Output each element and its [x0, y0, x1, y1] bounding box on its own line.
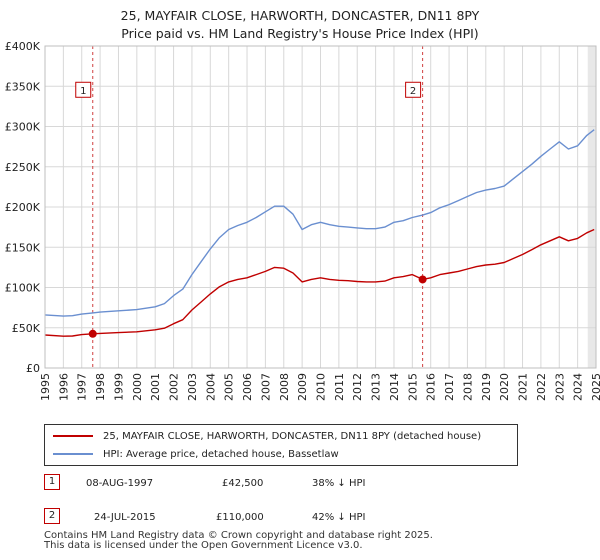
sale-hpi-diff: 38% ↓ HPI — [312, 478, 366, 489]
x-tick-label: 2010 — [315, 373, 328, 401]
x-tick-label: 2020 — [498, 373, 511, 401]
x-tick-label: 2009 — [296, 373, 309, 401]
legend-item-hpi: HPI: Average price, detached house, Bass… — [53, 446, 339, 462]
x-tick-label: 2007 — [259, 373, 272, 401]
x-tick-label: 2014 — [388, 373, 401, 401]
sale-point — [88, 329, 97, 338]
table-row: 1 08-AUG-1997 £42,500 38% ↓ HPI — [44, 474, 484, 494]
sale-point — [418, 275, 427, 284]
x-tick-label: 2011 — [333, 373, 346, 401]
x-tick-label: 2023 — [553, 373, 566, 401]
x-tick-label: 2005 — [223, 373, 236, 401]
y-tick-label: £400K — [5, 40, 41, 53]
x-tick-label: 2025 — [590, 373, 600, 401]
legend-label-property: 25, MAYFAIR CLOSE, HARWORTH, DONCASTER, … — [103, 430, 482, 442]
x-tick-label: 2012 — [351, 373, 364, 401]
y-tick-label: £150K — [5, 241, 41, 254]
legend-swatch-property — [53, 435, 93, 437]
footer-licence: This data is licensed under the Open Gov… — [44, 540, 363, 551]
property-price-line — [44, 228, 595, 337]
x-tick-label: 2022 — [535, 373, 548, 401]
x-tick-label: 2003 — [186, 373, 199, 401]
x-tick-label: 2004 — [204, 373, 217, 401]
x-tick-label: 2000 — [131, 373, 144, 401]
legend-item-property: 25, MAYFAIR CLOSE, HARWORTH, DONCASTER, … — [53, 428, 481, 444]
x-tick-label: 2015 — [406, 373, 419, 401]
x-tick-label: 2001 — [149, 373, 162, 401]
footer: Contains HM Land Registry data © Crown c… — [44, 531, 433, 551]
sale-marker-label: 2 — [44, 508, 60, 524]
sale-label-text: 2 — [410, 86, 416, 97]
legend: 25, MAYFAIR CLOSE, HARWORTH, DONCASTER, … — [44, 424, 518, 466]
x-tick-label: 2006 — [241, 373, 254, 401]
x-tick-label: 1996 — [57, 373, 70, 401]
plot-frame — [44, 45, 597, 369]
y-tick-label: £300K — [5, 121, 41, 134]
x-tick-label: 2021 — [517, 373, 530, 401]
sale-date: 24-JUL-2015 — [94, 512, 156, 523]
x-tick-label: 1995 — [39, 373, 52, 401]
x-tick-label: 2013 — [370, 373, 383, 401]
legend-label-hpi: HPI: Average price, detached house, Bass… — [103, 448, 339, 460]
legend-swatch-hpi — [53, 453, 93, 455]
y-tick-label: £250K — [5, 161, 41, 174]
sale-price: £110,000 — [216, 512, 264, 523]
y-tick-label: £100K — [5, 282, 41, 295]
x-tick-label: 1998 — [94, 373, 107, 401]
table-row: 2 24-JUL-2015 £110,000 42% ↓ HPI — [44, 508, 484, 528]
sale-marker-label: 1 — [44, 474, 60, 490]
footer-copyright: Contains HM Land Registry data © Crown c… — [44, 530, 433, 541]
x-tick-label: 2018 — [461, 373, 474, 401]
y-tick-label: £0 — [26, 362, 40, 375]
y-tick-label: £350K — [5, 80, 41, 93]
x-tick-label: 2019 — [480, 373, 493, 401]
x-tick-label: 1997 — [76, 373, 89, 401]
x-tick-label: 2008 — [278, 373, 291, 401]
price-chart: £0 £50K £100K £150K £200K £250K £300K £350K £400… — [5, 40, 600, 401]
x-tick-label: 2016 — [425, 373, 438, 401]
x-tick-label: 2024 — [572, 373, 585, 401]
x-tick-label: 1999 — [112, 373, 125, 401]
sale-date: 08-AUG-1997 — [86, 478, 154, 489]
sale-label-box — [75, 81, 92, 98]
sale-hpi-diff: 42% ↓ HPI — [312, 512, 366, 523]
chart-subtitle: Price paid vs. HM Land Registry's House … — [121, 26, 479, 41]
sale-price: £42,500 — [222, 478, 264, 489]
y-tick-label: £200K — [5, 201, 41, 214]
y-tick-label: £50K — [12, 322, 41, 335]
x-tick-label: 2002 — [168, 373, 181, 401]
hpi-line — [44, 129, 595, 317]
x-tick-label: 2017 — [443, 373, 456, 401]
sale-label-box — [405, 81, 422, 98]
chart-title: 25, MAYFAIR CLOSE, HARWORTH, DONCASTER, … — [120, 8, 480, 23]
sale-label-text: 1 — [80, 86, 86, 97]
